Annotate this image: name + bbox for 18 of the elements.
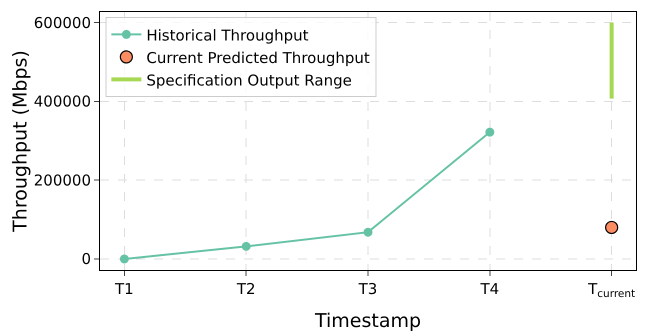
x-tick-label: T$_{current}$ [587, 280, 636, 300]
legend-label: Current Predicted Throughput [146, 48, 370, 67]
point [242, 242, 251, 251]
x-tick-label: T2 [236, 280, 256, 298]
y-axis-title: Throughput (Mbps) [10, 50, 32, 233]
x-tick-label: T4 [479, 280, 500, 298]
y-tick-label: 0 [81, 250, 91, 268]
point [485, 128, 494, 137]
y-tick-label: 400000 [34, 92, 91, 111]
point [120, 254, 129, 264]
x-tick-label: T3 [358, 280, 378, 298]
x-tick-label: T1 [114, 280, 134, 298]
legend-label: Specification Output Range [146, 71, 352, 90]
legend-label: Historical Throughput [146, 26, 309, 44]
y-tick-label: 600000 [34, 14, 91, 32]
y-tick-label: 200000 [34, 171, 91, 190]
x-axis-title: Timestamp [314, 310, 422, 332]
point [364, 228, 372, 237]
